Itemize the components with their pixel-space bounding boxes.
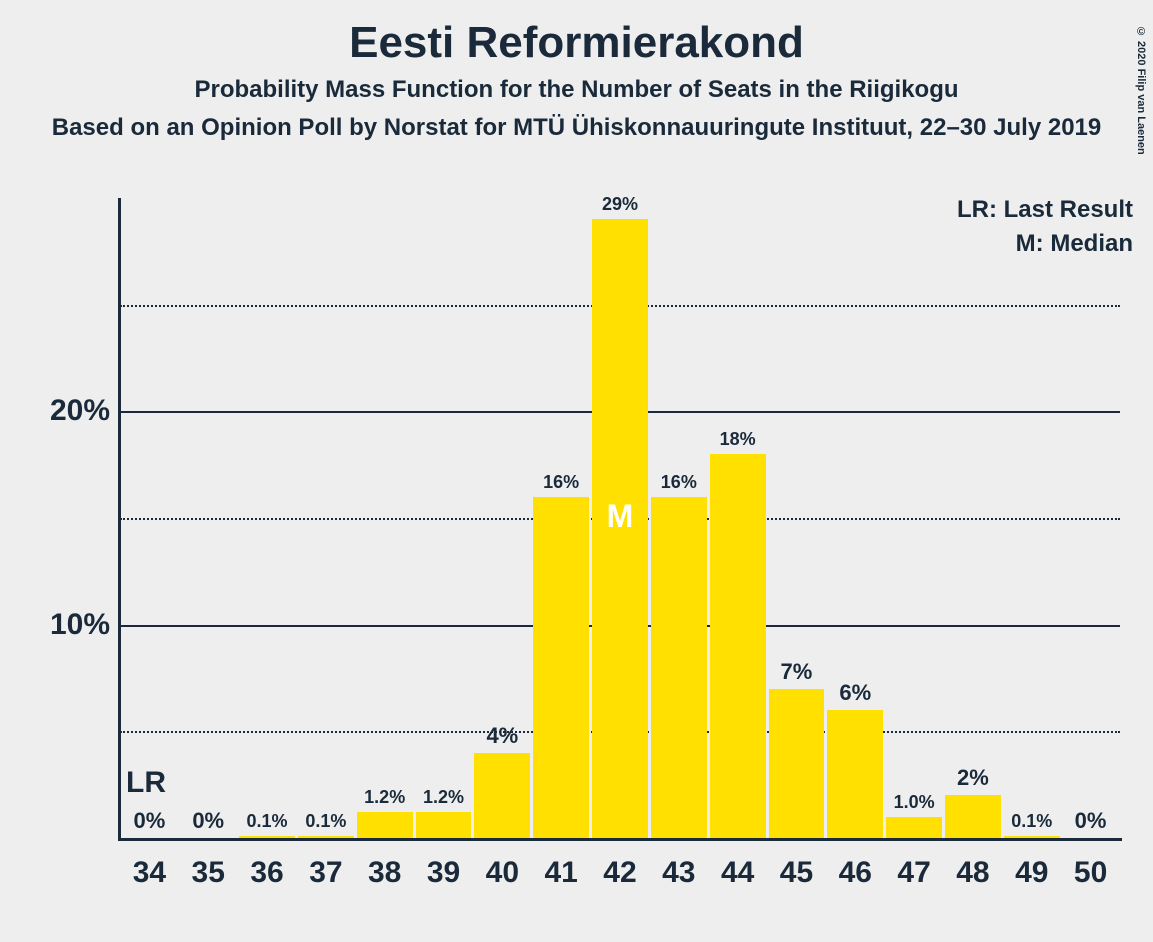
bar: 0.1% <box>239 836 295 838</box>
bar: 16% <box>651 497 707 838</box>
bar-value-label: 4% <box>474 723 530 749</box>
x-tick-label: 34 <box>120 856 179 890</box>
x-tick-label: 35 <box>179 856 238 890</box>
x-tick-label: 38 <box>355 856 414 890</box>
x-tick-label: 37 <box>296 856 355 890</box>
chart-title: Eesti Reformierakond <box>0 18 1153 68</box>
bar-value-label: 0% <box>180 808 236 834</box>
x-tick-label: 41 <box>532 856 591 890</box>
y-tick-label: 10% <box>50 608 110 642</box>
chart-subtitle-2: Based on an Opinion Poll by Norstat for … <box>0 114 1153 142</box>
bar-value-label: 1.0% <box>886 792 942 813</box>
x-tick-label: 44 <box>708 856 767 890</box>
bar-chart: 10%20%0%340%350.1%360.1%371.2%381.2%394%… <box>120 198 1120 838</box>
bar-value-label: 0.1% <box>298 811 354 832</box>
bar-value-label: 0% <box>1063 808 1119 834</box>
bar: 18% <box>710 454 766 838</box>
x-tick-label: 36 <box>238 856 297 890</box>
x-tick-label: 47 <box>885 856 944 890</box>
bar-value-label: 29% <box>592 194 648 215</box>
bar: 1.2% <box>357 812 413 838</box>
chart-subtitle-1: Probability Mass Function for the Number… <box>0 76 1153 104</box>
bar-value-label: 0.1% <box>1004 811 1060 832</box>
x-tick-label: 49 <box>1002 856 1061 890</box>
copyright-text: © 2020 Filip van Laenen <box>1135 26 1147 155</box>
bar-value-label: 16% <box>651 472 707 493</box>
bar: 6% <box>827 710 883 838</box>
bar-value-label: 1.2% <box>357 787 413 808</box>
bar-value-label: 6% <box>827 680 883 706</box>
bar-value-label: 16% <box>533 472 589 493</box>
bar-value-label: 0% <box>122 808 178 834</box>
bar: 7% <box>769 689 825 838</box>
x-axis <box>118 838 1122 841</box>
bar: 1.2% <box>416 812 472 838</box>
bar: 0.1% <box>1004 836 1060 838</box>
median-marker: M <box>592 498 648 535</box>
x-tick-label: 45 <box>767 856 826 890</box>
x-tick-label: 48 <box>944 856 1003 890</box>
bar-value-label: 0.1% <box>239 811 295 832</box>
bar-value-label: 2% <box>945 765 1001 791</box>
x-tick-label: 42 <box>591 856 650 890</box>
x-tick-label: 43 <box>649 856 708 890</box>
x-tick-label: 46 <box>826 856 885 890</box>
x-tick-label: 50 <box>1061 856 1120 890</box>
y-tick-label: 20% <box>50 394 110 428</box>
bar: 4% <box>474 753 530 838</box>
last-result-marker: LR <box>126 766 166 800</box>
bar: 2% <box>945 795 1001 838</box>
bar: 1.0% <box>886 817 942 838</box>
bar-value-label: 7% <box>769 659 825 685</box>
bar: 0.1% <box>298 836 354 838</box>
bar-value-label: 18% <box>710 429 766 450</box>
bar-value-label: 1.2% <box>416 787 472 808</box>
bar: 16% <box>533 497 589 838</box>
x-tick-label: 39 <box>414 856 473 890</box>
x-tick-label: 40 <box>473 856 532 890</box>
